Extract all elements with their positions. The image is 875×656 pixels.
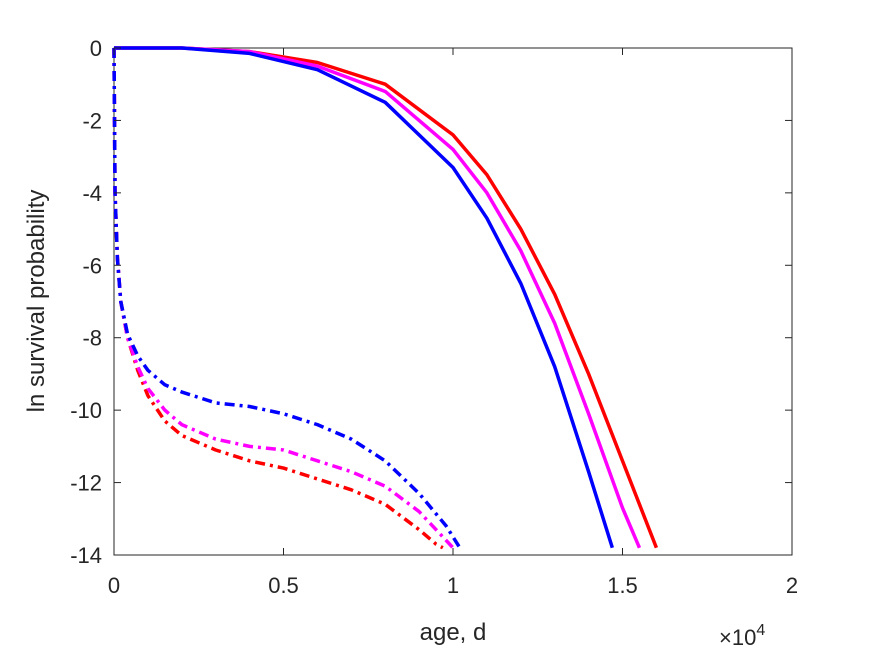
y-tick-label: -6 bbox=[82, 253, 102, 278]
x-tick-label: 0.5 bbox=[268, 573, 299, 598]
series-layer bbox=[112, 46, 659, 550]
x-tick-label: 1.5 bbox=[607, 573, 638, 598]
x-axis-exponent-base: ×10 bbox=[719, 625, 756, 650]
y-axis-title: ln survival probability bbox=[23, 190, 50, 413]
x-tick-label: 1 bbox=[447, 573, 459, 598]
x-tick-label: 0 bbox=[108, 573, 120, 598]
series-line-3 bbox=[114, 46, 615, 549]
y-axis: 0 -2 -4 -6 -8 -10 -12 -14 bbox=[70, 36, 792, 568]
y-tick-label: 0 bbox=[90, 36, 102, 61]
x-axis-title: age, d bbox=[420, 619, 487, 646]
series-line-6 bbox=[112, 47, 462, 549]
plot-area bbox=[113, 47, 793, 556]
x-tick-label: 2 bbox=[786, 573, 798, 598]
x-axis-exponent-power: 4 bbox=[756, 622, 765, 639]
x-axis: 0 0.5 1 1.5 2 bbox=[108, 48, 798, 598]
y-tick-label: -12 bbox=[70, 471, 102, 496]
y-tick-label: -4 bbox=[82, 181, 102, 206]
y-tick-label: -2 bbox=[82, 108, 102, 133]
x-axis-exponent: ×104 bbox=[719, 622, 765, 650]
y-tick-label: -10 bbox=[70, 398, 102, 423]
y-tick-label: -14 bbox=[70, 543, 102, 568]
y-tick-label: -8 bbox=[82, 326, 102, 351]
